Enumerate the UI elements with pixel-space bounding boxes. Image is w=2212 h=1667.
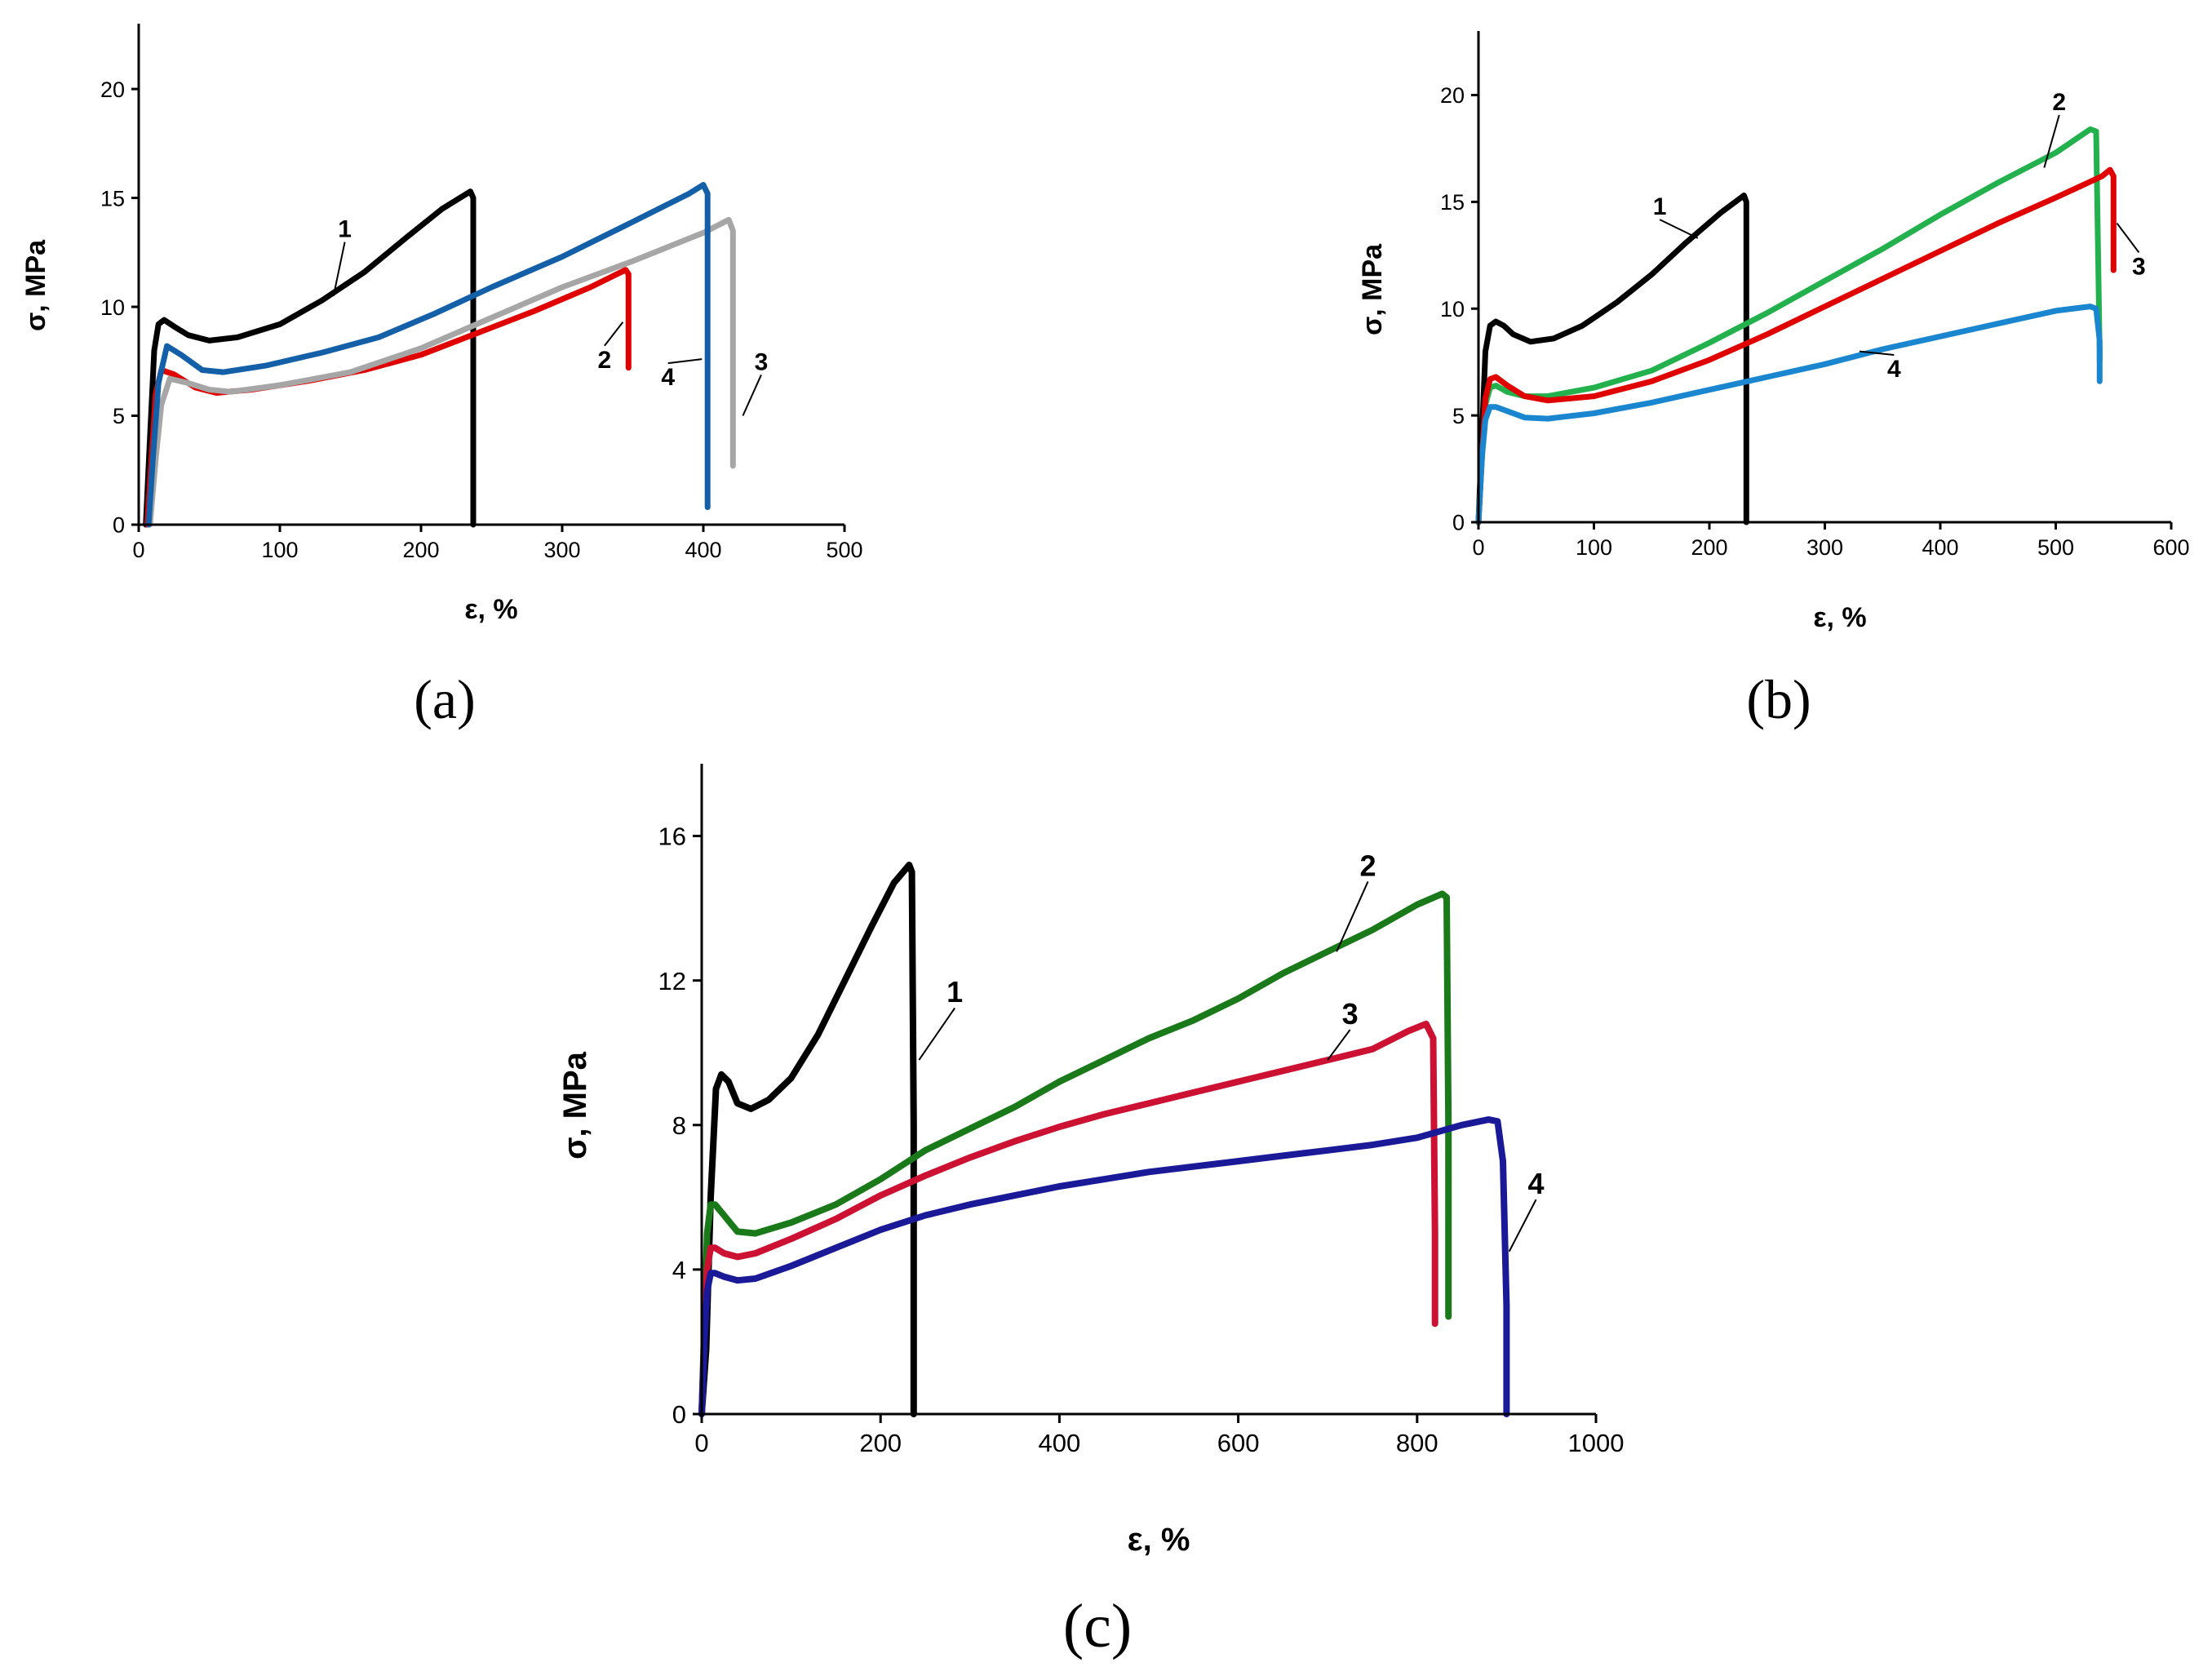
panel-b-chart: 0 100 200 300 400 500 600 0 5 10 15 20 ε, % σ, MPa 1 2 3…: [1357, 31, 2190, 730]
y-tick-label: 8: [672, 1111, 686, 1140]
panel-a-label: (a): [414, 668, 475, 730]
y-tick-label: 10: [100, 295, 125, 320]
series-1-leader: [332, 242, 346, 296]
series-2-leader: [604, 321, 624, 347]
panel-b-label: (b): [1746, 668, 1811, 730]
y-axis-title: σ, MPa: [20, 239, 51, 331]
series-4-label: 4: [661, 364, 675, 391]
y-tick-label: 0: [113, 513, 125, 538]
y-tick-label: 15: [100, 186, 125, 211]
x-tick-label: 100: [1576, 535, 1612, 560]
x-tick-label: 400: [1039, 1429, 1081, 1457]
series-2-leader: [1336, 881, 1369, 952]
series-4-line: [698, 1116, 1510, 1417]
x-tick-label: 600: [1217, 1429, 1260, 1457]
series-2-label: 2: [598, 347, 612, 374]
series-4-leader: [667, 358, 703, 365]
y-tick-label: 5: [113, 404, 125, 428]
series-1-leader: [1659, 219, 1699, 239]
x-tick-label: 0: [1472, 535, 1484, 560]
panel-a-chart: 0 100 200 300 400 500 0 5 10 15 20 ε, % σ, MPa 1 2 3 4 (a…: [20, 24, 863, 730]
series-4-label: 4: [1528, 1167, 1545, 1200]
x-tick-label: 200: [402, 538, 439, 562]
series-3-label: 3: [755, 348, 769, 375]
series-2-leader: [2043, 114, 2060, 168]
series-3-leader: [742, 375, 762, 416]
series-1-line: [1475, 193, 1749, 525]
series-3-line: [147, 216, 736, 528]
x-tick-label: 800: [1396, 1429, 1438, 1457]
x-tick-label: 500: [826, 538, 862, 562]
y-axis-title: σ, MPa: [557, 1051, 593, 1159]
x-tick-label: 600: [2152, 535, 2189, 560]
series-4-leader: [1859, 350, 1895, 357]
x-tick-label: 200: [1691, 535, 1727, 560]
y-tick-label: 16: [658, 822, 686, 851]
x-tick-label: 300: [1806, 535, 1843, 560]
series-4-line: [1475, 304, 2103, 525]
y-tick-label: 12: [658, 967, 686, 995]
y-tick-label: 0: [672, 1400, 686, 1429]
x-axis-title: ε, %: [464, 594, 517, 625]
y-tick-label: 5: [1452, 404, 1465, 428]
x-tick-label: 100: [261, 538, 298, 562]
y-tick-label: 10: [1440, 297, 1465, 321]
y-axis-title: σ, MPa: [1357, 243, 1388, 335]
series-4-leader: [1508, 1199, 1537, 1252]
series-3-leader: [2116, 222, 2140, 253]
series-1-leader: [918, 1007, 955, 1061]
y-tick-label: 20: [100, 78, 125, 102]
series-1-label: 1: [338, 216, 352, 243]
x-axis-title: ε, %: [1128, 1522, 1190, 1558]
series-4-line: [145, 182, 711, 528]
y-tick-label: 4: [672, 1256, 686, 1284]
x-tick-label: 0: [132, 538, 144, 562]
y-tick-label: 15: [1440, 190, 1465, 215]
series-3-line: [698, 1020, 1438, 1417]
series-2-label: 2: [2052, 89, 2066, 116]
x-tick-label: 1000: [1568, 1429, 1625, 1457]
x-tick-label: 300: [543, 538, 580, 562]
series-2-label: 2: [1360, 849, 1376, 882]
x-tick-label: 400: [1922, 535, 1958, 560]
x-tick-label: 0: [694, 1429, 708, 1457]
series-4-label: 4: [1887, 356, 1901, 383]
series-2-line: [698, 890, 1452, 1417]
series-1-label: 1: [946, 975, 963, 1009]
series-3-label: 3: [1342, 997, 1359, 1031]
panel-c-label: (c): [1063, 1592, 1132, 1660]
x-axis-title: ε, %: [1813, 602, 1866, 633]
y-tick-label: 20: [1440, 83, 1465, 108]
y-tick-label: 0: [1452, 511, 1465, 535]
series-1-label: 1: [1653, 193, 1667, 220]
x-tick-label: 400: [685, 538, 721, 562]
series-3-leader: [1327, 1029, 1351, 1061]
series-1-line: [143, 188, 477, 528]
series-3-label: 3: [2132, 253, 2146, 280]
x-tick-label: 200: [859, 1429, 902, 1457]
series-2-line: [1475, 126, 2103, 525]
x-tick-label: 500: [2037, 535, 2074, 560]
series-3-line: [1475, 166, 2117, 525]
series-2-line: [144, 267, 632, 528]
series-1-line: [698, 862, 917, 1417]
